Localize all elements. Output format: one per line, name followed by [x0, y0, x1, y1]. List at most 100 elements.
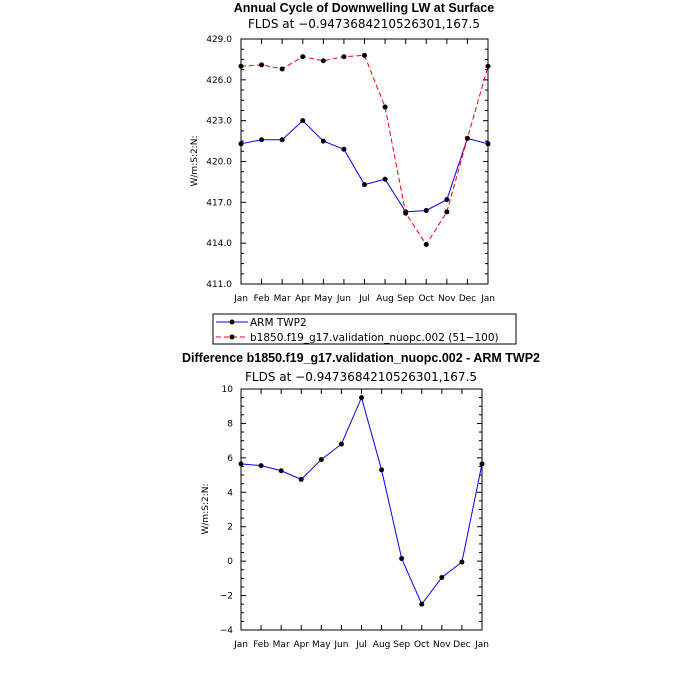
data-point: [338, 441, 344, 447]
data-point: [259, 137, 265, 143]
x-tick-label: Oct: [414, 640, 430, 650]
chart1-subtitle: FLDS at −0.9473684210526301,167.5: [248, 17, 480, 31]
x-tick-label: Mar: [273, 640, 290, 650]
legend-label-arm: ARM TWP2: [250, 317, 307, 329]
y-tick-label: 2: [227, 523, 233, 533]
data-point: [379, 467, 385, 473]
data-point: [341, 146, 347, 152]
chart1-x-axis: Jan Feb Mar Apr May Jun Jul Aug Sep Oct Nov Dec Jan: [233, 39, 495, 304]
chart1-y-axis: 411.0 414.0 417.0 420.0 423.0 426.0 429.0: [206, 35, 488, 290]
data-point: [279, 66, 285, 72]
data-point: [382, 104, 388, 110]
y-tick-label: 420.0: [206, 158, 232, 168]
x-tick-label: Apr: [293, 640, 309, 650]
x-tick-label: Sep: [397, 294, 414, 304]
x-tick-label: Jun: [336, 294, 351, 304]
series-line: [240, 119, 489, 213]
legend-label-model: b1850.f19_g17.validation_nuopc.002 (51−1…: [250, 332, 499, 344]
y-tick-label: 429.0: [206, 35, 232, 45]
x-tick-label: Mar: [274, 294, 291, 304]
x-tick-label: May: [314, 294, 333, 304]
data-point: [298, 476, 304, 482]
series-line: [240, 54, 489, 246]
y-tick-label: 10: [222, 385, 234, 395]
data-point: [238, 461, 244, 467]
data-point: [238, 63, 244, 69]
chart2-y-axis-label: W/m:S:2:N:: [201, 484, 211, 535]
x-tick-label: Nov: [438, 294, 456, 304]
x-tick-label: Aug: [376, 294, 394, 304]
y-tick-label: 417.0: [206, 198, 232, 208]
x-tick-label: Jan: [233, 640, 248, 650]
data-point: [419, 601, 425, 607]
data-point: [259, 62, 265, 68]
chart2-series: [238, 395, 485, 607]
data-point: [459, 559, 465, 565]
y-tick-label: −4: [220, 626, 234, 636]
x-tick-label: Feb: [253, 640, 269, 650]
y-tick-label: 414.0: [206, 239, 232, 249]
x-tick-label: Jun: [333, 640, 348, 650]
x-tick-label: Dec: [453, 640, 470, 650]
x-tick-label: Jul: [355, 640, 367, 650]
data-point: [300, 54, 306, 60]
data-point: [382, 176, 388, 182]
x-tick-label: Jan: [233, 294, 248, 304]
legend-box: [212, 313, 517, 345]
data-point: [423, 242, 429, 248]
data-point: [399, 556, 405, 562]
y-tick-label: 8: [227, 419, 233, 429]
x-tick-label: Jul: [358, 294, 370, 304]
y-tick-label: 423.0: [206, 117, 232, 127]
chart1-plot-frame: [240, 38, 489, 285]
x-tick-label: May: [312, 640, 331, 650]
y-tick-label: 0: [227, 557, 233, 567]
y-tick-label: 6: [227, 454, 233, 464]
data-point: [485, 141, 491, 147]
data-point: [320, 138, 326, 144]
data-point: [300, 118, 306, 124]
chart2-plot-frame: [240, 388, 483, 631]
data-point: [479, 461, 485, 467]
x-tick-label: Oct: [418, 294, 434, 304]
x-tick-label: Sep: [393, 640, 410, 650]
chart1-series: [238, 52, 491, 248]
chart1-title: Annual Cycle of Downwelling LW at Surfac…: [234, 1, 494, 15]
chart2-subtitle: FLDS at −0.9473684210526301,167.5: [245, 370, 477, 384]
data-point: [464, 135, 470, 141]
data-point: [341, 54, 347, 60]
data-point: [279, 137, 285, 143]
data-point: [403, 210, 409, 216]
legend-marker-model: [229, 334, 235, 340]
y-tick-label: −2: [220, 592, 233, 602]
data-point: [362, 182, 367, 188]
chart2-title: Difference b1850.f19_g17.validation_nuop…: [182, 351, 540, 365]
data-point: [359, 395, 364, 401]
data-point: [439, 574, 445, 580]
data-point: [485, 63, 491, 69]
x-tick-label: Jan: [480, 294, 495, 304]
x-tick-label: Aug: [373, 640, 391, 650]
data-point: [320, 58, 326, 64]
y-tick-label: 4: [227, 488, 233, 498]
y-tick-label: 411.0: [206, 280, 232, 290]
data-point: [258, 463, 264, 469]
data-point: [444, 197, 450, 203]
data-point: [423, 208, 429, 213]
data-point: [238, 141, 244, 147]
x-tick-label: Dec: [459, 294, 476, 304]
x-tick-label: Apr: [295, 294, 311, 304]
legend-marker-arm: [229, 319, 235, 325]
x-tick-label: Jan: [474, 640, 489, 650]
chart1-y-axis-label: W/m:S:2:N:: [190, 136, 200, 187]
chart2-x-axis: Jan Feb Mar Apr May Jun Jul Aug Sep Oct Nov Dec Jan: [233, 389, 489, 650]
series-line: [240, 396, 483, 606]
chart2-y-axis: −4 −2 0 2 4 6 8 10: [220, 385, 482, 636]
x-tick-label: Nov: [433, 640, 451, 650]
x-tick-label: Feb: [254, 294, 270, 304]
data-point: [318, 457, 324, 463]
y-tick-label: 426.0: [206, 76, 232, 86]
data-point: [278, 468, 284, 474]
data-point: [444, 209, 450, 215]
